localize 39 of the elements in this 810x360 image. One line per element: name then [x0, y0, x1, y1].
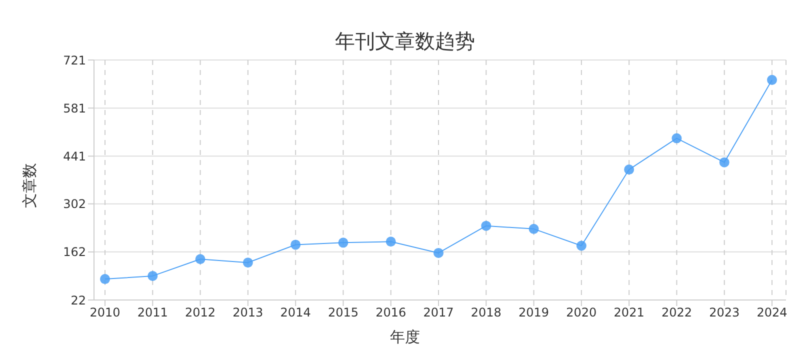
point — [719, 157, 730, 168]
point — [434, 248, 444, 258]
x-tick-label: 2014 — [280, 306, 311, 320]
y-tick-label: 581 — [63, 101, 86, 116]
x-tick-label: 2016 — [376, 306, 406, 320]
x-tick-label: 2022 — [661, 306, 692, 320]
x-tick-label: 2020 — [566, 306, 597, 320]
point — [481, 220, 492, 231]
y-tick-label: 22 — [70, 293, 86, 308]
x-axis-title: 年度 — [389, 328, 421, 347]
x-tick-label: 2018 — [470, 306, 502, 320]
x-tick-label: 2011 — [137, 306, 168, 320]
point — [528, 224, 539, 234]
x-tick-label: 2019 — [518, 306, 550, 320]
point — [624, 164, 634, 175]
y-axis-title: 文章数 — [20, 163, 40, 208]
point — [767, 74, 777, 85]
x-tick-label: 2021 — [614, 306, 644, 320]
x-tick-label: 2012 — [185, 306, 216, 320]
point — [386, 236, 396, 247]
point — [242, 258, 253, 268]
point — [100, 274, 110, 284]
x-tick-label: 2015 — [328, 306, 358, 320]
point — [290, 240, 301, 250]
chart-title: 年刊文章数趋势 — [334, 28, 476, 55]
x-tick-label: 2010 — [90, 306, 120, 320]
point — [195, 254, 206, 264]
point — [148, 270, 158, 281]
y-tick-label: 162 — [63, 245, 86, 260]
y-tick-label: 441 — [63, 149, 86, 164]
point — [672, 133, 682, 144]
x-tick-label: 2024 — [756, 306, 788, 320]
y-tick-label: 721 — [63, 53, 86, 68]
x-tick-label: 2017 — [423, 306, 454, 320]
point — [338, 238, 348, 248]
y-tick-label: 302 — [63, 197, 86, 212]
point — [576, 240, 586, 251]
x-tick-label: 2013 — [232, 306, 264, 320]
x-tick-label: 2023 — [709, 306, 740, 320]
